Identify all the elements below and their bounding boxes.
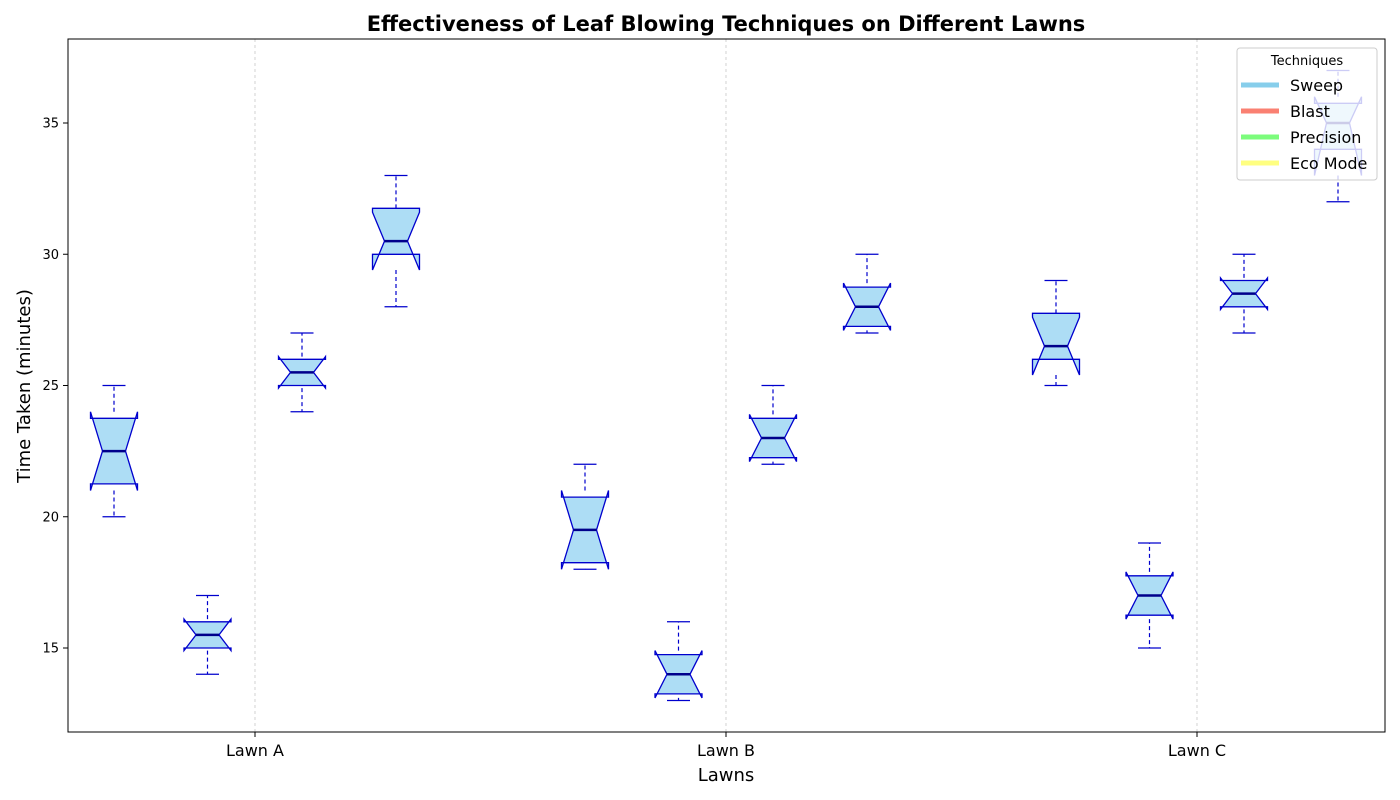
box-7 (748, 384, 798, 465)
y-tick-label: 35 (42, 117, 59, 132)
box-11 (1219, 253, 1269, 334)
x-axis-label: Lawns (698, 765, 755, 786)
box-4 (371, 174, 421, 308)
y-tick-label: 20 (42, 510, 59, 525)
box-2 (183, 594, 232, 675)
grid-lines (254, 39, 1198, 732)
x-axis-ticks: Lawn A Lawn B Lawn C (226, 732, 1226, 760)
x-tick-label: Lawn C (1168, 741, 1226, 760)
legend-label: Eco Mode (1290, 154, 1367, 173)
plot-frame (67, 38, 1386, 733)
box-1 (89, 384, 139, 518)
chart-title: Effectiveness of Leaf Blowing Techniques… (367, 12, 1086, 36)
box-8 (842, 253, 892, 334)
box-body (371, 207, 421, 271)
legend-label: Sweep (1290, 76, 1343, 95)
y-tick-label: 30 (42, 248, 59, 263)
box-5 (560, 463, 610, 570)
box-6 (654, 621, 703, 702)
x-tick-label: Lawn A (226, 741, 284, 760)
legend-title: Techniques (1270, 54, 1343, 69)
legend-label: Precision (1290, 128, 1361, 147)
box-10 (1125, 542, 1174, 649)
y-axis-ticks: 15 20 25 30 35 (42, 117, 68, 657)
x-tick-label: Lawn B (697, 741, 755, 760)
legend-box (1236, 47, 1378, 181)
y-tick-label: 25 (42, 379, 59, 394)
legend-label: Blast (1290, 102, 1330, 121)
box-3 (277, 332, 327, 413)
box-9 (1031, 279, 1081, 387)
y-axis-label: Time Taken (minutes) (14, 289, 35, 484)
box-body (1031, 312, 1081, 376)
y-tick-label: 15 (42, 642, 59, 657)
legend: Techniques Sweep Blast Precision Eco Mode (1236, 47, 1378, 181)
